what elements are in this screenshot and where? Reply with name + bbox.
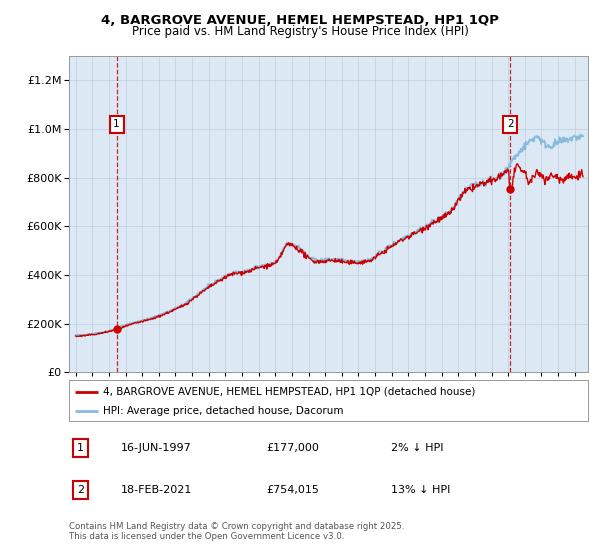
Text: 18-FEB-2021: 18-FEB-2021 xyxy=(121,485,192,495)
Text: Contains HM Land Registry data © Crown copyright and database right 2025.
This d: Contains HM Land Registry data © Crown c… xyxy=(69,522,404,542)
Text: Price paid vs. HM Land Registry's House Price Index (HPI): Price paid vs. HM Land Registry's House … xyxy=(131,25,469,38)
Text: £177,000: £177,000 xyxy=(266,443,319,453)
Text: £754,015: £754,015 xyxy=(266,485,319,495)
Text: 13% ↓ HPI: 13% ↓ HPI xyxy=(391,485,450,495)
Text: 2: 2 xyxy=(77,485,84,495)
Text: 4, BARGROVE AVENUE, HEMEL HEMPSTEAD, HP1 1QP (detached house): 4, BARGROVE AVENUE, HEMEL HEMPSTEAD, HP1… xyxy=(103,387,475,396)
Text: HPI: Average price, detached house, Dacorum: HPI: Average price, detached house, Daco… xyxy=(103,406,343,416)
Text: 2: 2 xyxy=(507,119,514,129)
Text: 1: 1 xyxy=(113,119,120,129)
Text: 1: 1 xyxy=(77,443,84,453)
Text: 16-JUN-1997: 16-JUN-1997 xyxy=(121,443,191,453)
Text: 2% ↓ HPI: 2% ↓ HPI xyxy=(391,443,443,453)
Text: 4, BARGROVE AVENUE, HEMEL HEMPSTEAD, HP1 1QP: 4, BARGROVE AVENUE, HEMEL HEMPSTEAD, HP1… xyxy=(101,14,499,27)
